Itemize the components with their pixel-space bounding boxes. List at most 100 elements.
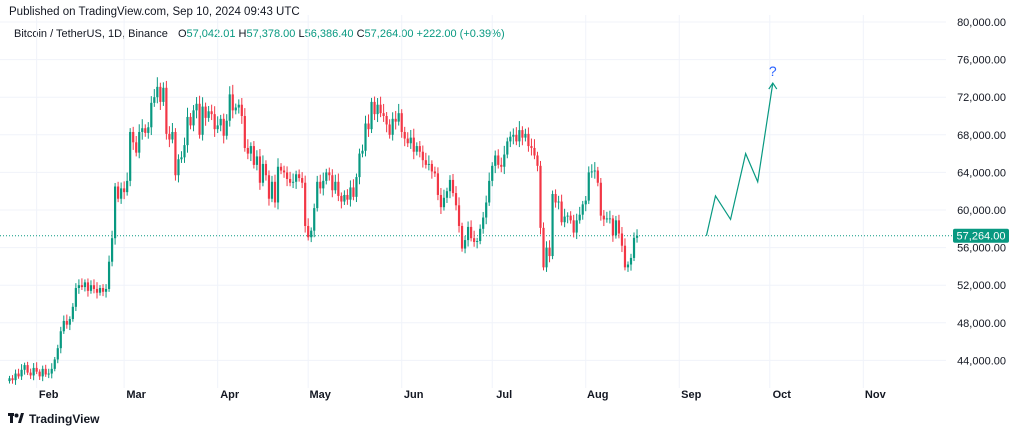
candle-body [117, 186, 120, 199]
candle-body [174, 131, 177, 176]
candle-body [270, 181, 274, 199]
candle [325, 168, 328, 185]
candle-body [614, 220, 618, 236]
candle [581, 200, 584, 220]
y-tick-label: 64,000.00 [957, 167, 1006, 179]
candle-body [307, 225, 310, 238]
price-axis[interactable]: 80,000.00 76,000.00 72,000.00 68,000.00 64,0… [953, 17, 1009, 367]
candle [171, 122, 174, 144]
candle-body [210, 111, 213, 115]
candle-body [231, 94, 234, 111]
candle [403, 126, 406, 147]
candle [409, 129, 412, 149]
candle-body [204, 106, 207, 118]
x-tick-label: May [309, 389, 331, 401]
candle [439, 188, 443, 214]
candle-body [319, 181, 322, 189]
y-tick-label: 80,000.00 [957, 17, 1006, 29]
open-value: 57,042.01 [186, 28, 236, 40]
candle [635, 229, 639, 243]
candle-body [32, 367, 35, 376]
candle-body [47, 373, 50, 375]
candle [26, 361, 29, 376]
candle-body [279, 166, 283, 171]
candle-body [448, 179, 452, 192]
candle [545, 241, 548, 272]
candle-body [343, 194, 346, 202]
candle [494, 150, 497, 174]
forecast-line [705, 83, 774, 236]
candle-body [457, 205, 461, 226]
candle-body [195, 103, 198, 111]
x-tick-label: Nov [865, 389, 887, 401]
candle [216, 116, 219, 134]
candle-body [44, 368, 47, 375]
candle-body [288, 178, 292, 183]
candle-body [596, 170, 599, 183]
candle [101, 284, 105, 297]
candle-body [216, 125, 219, 130]
candle [355, 173, 358, 203]
candle-body [255, 156, 258, 165]
candle-body [412, 137, 415, 152]
candle-body [379, 104, 382, 114]
candle [59, 326, 62, 354]
candle [539, 160, 542, 235]
candle-body [240, 104, 243, 116]
candle [343, 190, 346, 205]
change-value: +222.00 (+0.39%) [416, 28, 505, 40]
candle [237, 99, 240, 114]
candle [575, 213, 578, 240]
candle [246, 139, 249, 160]
candle-body [463, 240, 467, 249]
candle [144, 124, 147, 137]
candle [267, 170, 271, 206]
candle [451, 173, 455, 197]
candle-body [485, 202, 488, 218]
candle-body [599, 182, 602, 216]
candle-body [17, 373, 20, 377]
low-value: 56,386.40 [304, 28, 354, 40]
candle-body [291, 181, 295, 183]
candle [8, 375, 11, 384]
candle [376, 98, 379, 123]
candle-body [527, 133, 530, 147]
candle [418, 141, 421, 158]
candle-body [569, 215, 572, 221]
candle-body [62, 320, 65, 332]
candle [587, 166, 590, 205]
candle [228, 86, 231, 127]
candle-body [237, 104, 240, 108]
candle [388, 119, 391, 139]
candle-body [548, 247, 551, 257]
candle [515, 127, 518, 146]
y-tick-label: 72,000.00 [957, 92, 1006, 104]
candle [590, 164, 593, 178]
candle [448, 175, 452, 199]
candle-body [376, 104, 379, 115]
candle-body [352, 187, 355, 197]
candle [301, 172, 304, 189]
candle [92, 279, 96, 294]
candle [180, 151, 183, 163]
candle [554, 189, 557, 208]
candle-body [168, 133, 171, 140]
candle [482, 211, 485, 234]
candle [394, 110, 397, 130]
candle-body [261, 163, 265, 183]
candle-body [147, 127, 150, 133]
candle-body [560, 201, 563, 223]
x-tick-label: Mar [126, 389, 146, 401]
candle [322, 172, 325, 196]
candle [29, 368, 32, 380]
tradingview-logo[interactable]: TradingView [8, 412, 99, 426]
candle-body [59, 331, 62, 349]
candle-body [120, 188, 123, 199]
candle [460, 222, 464, 252]
time-axis[interactable]: Feb Mar Apr May Jun Jul Aug Sep Oct Nov [39, 389, 887, 401]
candle-body [14, 373, 17, 381]
candle-body [285, 172, 289, 179]
candle [285, 166, 289, 187]
candle-body [219, 118, 222, 126]
